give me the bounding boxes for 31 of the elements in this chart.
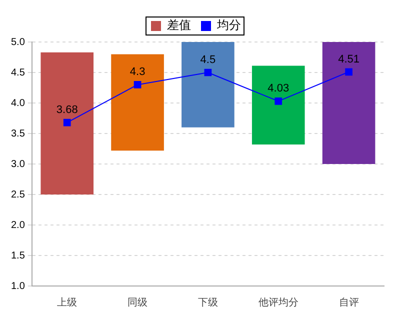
y-tick-label: 4.5 bbox=[10, 67, 26, 78]
y-tick-label: 1.5 bbox=[10, 250, 26, 262]
data-label: 4.3 bbox=[130, 66, 146, 78]
bar bbox=[40, 52, 94, 194]
y-tick-label: 3.5 bbox=[10, 128, 26, 140]
bar bbox=[111, 54, 164, 151]
y-tick-label: 3.0 bbox=[10, 158, 26, 170]
y-tick-label: 2.5 bbox=[10, 189, 26, 200]
bar bbox=[182, 42, 234, 128]
x-tick-label: 下级 bbox=[198, 296, 218, 309]
y-tick-label: 2.0 bbox=[10, 220, 26, 231]
x-tick-label: 同级 bbox=[128, 296, 148, 309]
point bbox=[63, 118, 71, 126]
bar bbox=[322, 42, 376, 164]
point bbox=[345, 68, 352, 76]
x-tick-label: 他评均分 bbox=[258, 296, 298, 309]
point bbox=[274, 97, 282, 105]
bar bbox=[252, 66, 305, 144]
y-tick-label: 5.0 bbox=[10, 36, 26, 48]
legend-label: 差值 bbox=[167, 18, 191, 32]
legend-label: 均分 bbox=[216, 18, 241, 32]
x-tick-label: 上级 bbox=[57, 296, 78, 309]
data-label: 4.51 bbox=[338, 53, 360, 66]
point bbox=[204, 68, 212, 76]
x-tick-label: 自评 bbox=[338, 296, 359, 309]
y-tick-label: 1.0 bbox=[10, 280, 26, 292]
data-label: 4.5 bbox=[200, 54, 216, 66]
data-label: 4.03 bbox=[268, 82, 290, 95]
data-label: 3.68 bbox=[56, 104, 78, 116]
y-tick-label: 4.0 bbox=[10, 98, 26, 109]
point bbox=[134, 81, 142, 88]
